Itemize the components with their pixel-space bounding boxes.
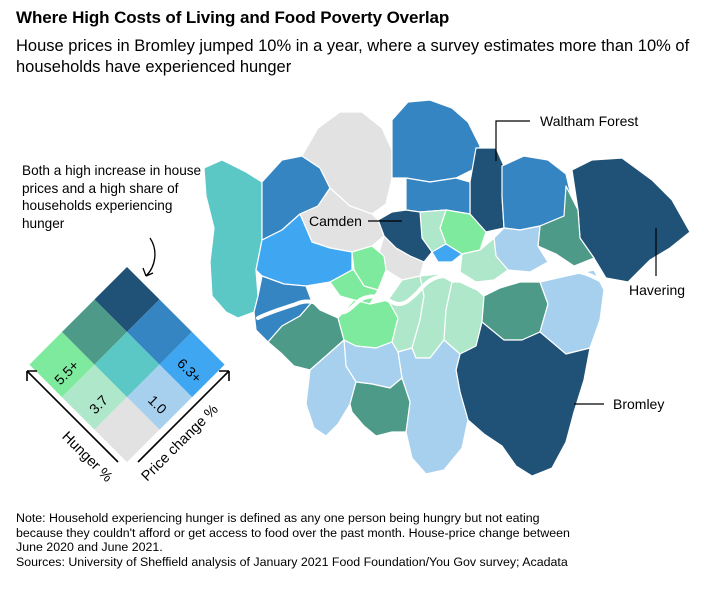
borough-bromley xyxy=(455,321,591,477)
legend-cell-high-low xyxy=(29,332,95,398)
legend-cell-mid-mid xyxy=(94,332,160,398)
callout-line-waltham-forest xyxy=(495,120,530,161)
borough-tower-hamlets xyxy=(459,237,509,283)
borough-barking-dagenham xyxy=(537,185,595,267)
label-bromley: Bromley xyxy=(613,396,664,412)
label-havering: Havering xyxy=(629,282,685,298)
footnote-line-1: Note: Household experiencing hunger is d… xyxy=(16,511,540,525)
chart-subtitle: House prices in Bromley jumped 10% in a … xyxy=(16,37,690,76)
chart-title: Where High Costs of Living and Food Pove… xyxy=(16,8,450,27)
footnote-sources: Sources: University of Sheffield analysi… xyxy=(16,554,568,569)
footnote: Note: Household experiencing hunger is d… xyxy=(16,511,696,569)
label-camden: Camden xyxy=(309,213,362,229)
borough-city xyxy=(431,243,463,263)
label-waltham-forest: Waltham Forest xyxy=(540,113,638,129)
legend-cell-low-high xyxy=(159,332,225,398)
river-thames xyxy=(256,269,606,320)
footnote-line-3: June 2020 and June 2021. xyxy=(16,540,163,555)
legend-annotation: Both a high increase in house prices and… xyxy=(22,163,202,231)
footnote-line-2: because they couldn't afford or get acce… xyxy=(16,525,570,540)
borough-sutton xyxy=(349,377,411,437)
legend-hunger-arrow xyxy=(26,370,119,463)
legend-price-arrow xyxy=(137,370,230,463)
